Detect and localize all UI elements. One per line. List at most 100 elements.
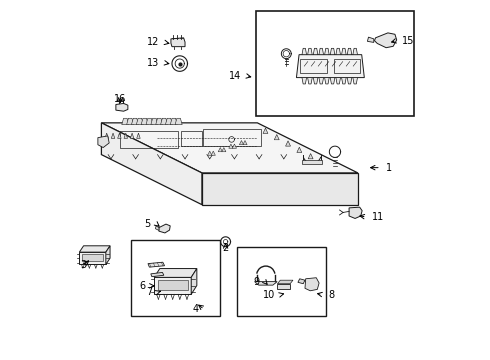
Polygon shape [302, 48, 307, 55]
Polygon shape [101, 123, 358, 173]
Polygon shape [336, 48, 341, 55]
Polygon shape [166, 118, 172, 125]
Polygon shape [98, 136, 109, 148]
Polygon shape [324, 78, 329, 84]
Text: 8: 8 [328, 290, 334, 300]
Polygon shape [111, 133, 115, 138]
Polygon shape [141, 118, 148, 125]
Polygon shape [342, 78, 346, 84]
Text: 4: 4 [193, 305, 199, 315]
Text: 10: 10 [263, 290, 275, 300]
Polygon shape [170, 118, 177, 125]
Polygon shape [342, 48, 346, 55]
Text: 2: 2 [222, 243, 229, 253]
Polygon shape [82, 254, 103, 261]
Text: 5: 5 [145, 219, 151, 229]
Polygon shape [131, 118, 139, 125]
Polygon shape [116, 103, 128, 111]
Polygon shape [298, 279, 305, 284]
Text: 16: 16 [114, 94, 126, 104]
Polygon shape [286, 141, 291, 146]
Polygon shape [154, 269, 197, 277]
Text: 9: 9 [253, 276, 260, 287]
Polygon shape [296, 55, 365, 78]
Polygon shape [159, 224, 170, 233]
Polygon shape [171, 38, 185, 47]
Polygon shape [254, 282, 277, 285]
Polygon shape [211, 151, 216, 155]
Polygon shape [319, 48, 323, 55]
Bar [237, 247, 326, 316]
Polygon shape [117, 99, 121, 100]
Polygon shape [324, 48, 329, 55]
Polygon shape [101, 123, 202, 205]
Polygon shape [353, 78, 358, 84]
Polygon shape [175, 118, 182, 125]
Text: 14: 14 [228, 71, 241, 81]
Text: 3: 3 [80, 260, 86, 270]
Polygon shape [106, 246, 110, 265]
Polygon shape [151, 273, 164, 277]
Polygon shape [155, 226, 159, 230]
Polygon shape [221, 148, 226, 152]
Polygon shape [277, 284, 290, 289]
Polygon shape [347, 78, 352, 84]
Polygon shape [105, 133, 108, 138]
Polygon shape [302, 78, 307, 84]
Polygon shape [308, 153, 313, 159]
Polygon shape [297, 147, 302, 153]
Text: 7: 7 [146, 287, 152, 297]
Polygon shape [126, 118, 134, 125]
Polygon shape [305, 278, 319, 291]
Polygon shape [349, 207, 362, 219]
Polygon shape [330, 78, 335, 84]
Polygon shape [148, 262, 165, 267]
Text: 11: 11 [372, 212, 384, 222]
Polygon shape [202, 173, 358, 205]
Polygon shape [136, 118, 144, 125]
Polygon shape [353, 48, 358, 55]
Polygon shape [319, 78, 323, 84]
Polygon shape [218, 148, 222, 152]
Polygon shape [130, 133, 134, 138]
Polygon shape [243, 140, 247, 145]
Polygon shape [277, 280, 293, 284]
Polygon shape [158, 280, 188, 290]
Bar [256, 11, 415, 117]
Polygon shape [374, 33, 397, 48]
Polygon shape [154, 277, 191, 294]
Polygon shape [232, 144, 237, 148]
Polygon shape [263, 128, 268, 134]
Text: 13: 13 [147, 58, 159, 68]
Polygon shape [330, 48, 335, 55]
Polygon shape [118, 133, 121, 138]
Polygon shape [308, 78, 312, 84]
Polygon shape [137, 133, 140, 138]
Polygon shape [79, 252, 106, 265]
Text: 12: 12 [147, 37, 159, 48]
Text: 6: 6 [139, 281, 145, 291]
Bar [131, 240, 220, 316]
Polygon shape [79, 246, 110, 252]
Polygon shape [122, 118, 129, 125]
Polygon shape [336, 78, 341, 84]
Polygon shape [161, 118, 168, 125]
Polygon shape [229, 144, 233, 148]
Polygon shape [308, 48, 312, 55]
Text: 15: 15 [402, 36, 415, 46]
Polygon shape [121, 99, 124, 100]
Polygon shape [151, 118, 158, 125]
Polygon shape [156, 118, 163, 125]
Text: 1: 1 [386, 163, 392, 173]
Bar [302, 160, 322, 164]
Polygon shape [124, 133, 127, 138]
Polygon shape [313, 48, 318, 55]
Polygon shape [239, 140, 244, 145]
Polygon shape [347, 48, 352, 55]
Polygon shape [274, 135, 279, 140]
Polygon shape [368, 37, 374, 42]
Polygon shape [191, 269, 197, 294]
Polygon shape [146, 118, 153, 125]
Polygon shape [208, 151, 212, 155]
Polygon shape [313, 78, 318, 84]
